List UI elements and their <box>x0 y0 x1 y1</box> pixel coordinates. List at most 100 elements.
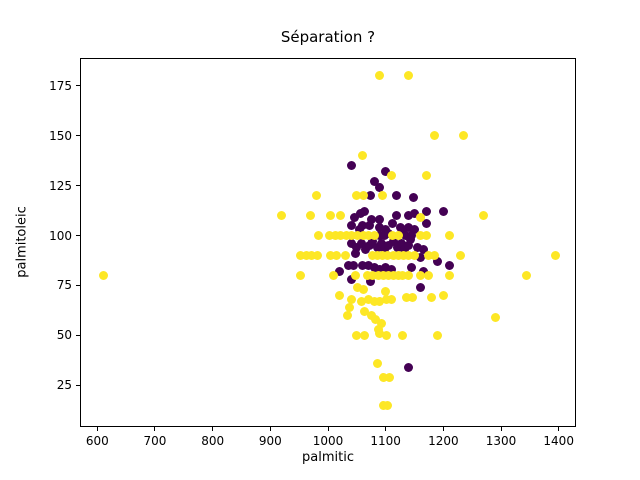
scatter-point <box>359 330 369 340</box>
scatter-point <box>433 330 443 340</box>
scatter-point <box>344 302 354 312</box>
scatter-point <box>375 328 385 338</box>
scatter-point <box>358 231 368 241</box>
scatter-point <box>336 211 346 221</box>
y-tick-label: 75 <box>56 278 72 293</box>
scatter-point <box>353 282 363 292</box>
scatter-point <box>368 270 378 280</box>
scatter-point <box>430 131 440 141</box>
scatter-point <box>392 242 402 252</box>
scatter-point <box>372 242 382 252</box>
x-axis-label: palmitic <box>302 450 354 465</box>
scatter-point <box>410 225 419 235</box>
scatter-point <box>388 250 398 260</box>
scatter-point <box>430 250 440 260</box>
scatter-point <box>307 250 317 260</box>
x-tick-label: 1400 <box>543 434 574 448</box>
scatter-point <box>355 225 365 235</box>
y-tick-mark <box>76 85 80 87</box>
scatter-point <box>381 294 391 304</box>
scatter-point <box>401 292 411 302</box>
scatter-point <box>404 362 414 372</box>
y-tick-mark <box>76 384 80 386</box>
y-tick-mark <box>76 334 80 336</box>
scatter-point <box>479 211 489 221</box>
scatter-point <box>386 171 396 181</box>
scatter-point <box>329 270 339 280</box>
scatter-point <box>331 250 341 260</box>
y-tick-label: 175 <box>49 78 72 93</box>
scatter-point <box>376 238 386 248</box>
scatter-point <box>438 290 448 300</box>
scatter-point <box>351 270 361 280</box>
scatter-point <box>388 219 398 229</box>
scatter-point <box>366 215 376 225</box>
x-tick-mark <box>327 427 329 431</box>
scatter-point <box>378 270 388 280</box>
scatter-point <box>366 191 376 201</box>
scatter-point <box>388 231 398 241</box>
scatter-point <box>335 266 345 276</box>
scatter-point <box>343 260 353 270</box>
y-tick-mark <box>76 284 80 286</box>
y-tick-label: 125 <box>49 178 72 193</box>
scatter-point <box>375 183 385 193</box>
scatter-point <box>433 256 443 266</box>
scatter-point <box>375 296 385 306</box>
scatter-point <box>369 262 379 272</box>
scatter-point <box>388 270 398 280</box>
scatter-point <box>384 270 394 280</box>
scatter-point <box>365 221 375 231</box>
y-tick-label: 50 <box>56 328 72 343</box>
scatter-point <box>404 71 414 81</box>
x-tick-label: 1000 <box>312 434 344 448</box>
scatter-point <box>369 231 379 241</box>
scatter-point <box>408 292 418 302</box>
scatter-point <box>403 270 413 280</box>
scatter-point <box>330 231 340 241</box>
scatter-point <box>381 286 391 296</box>
scatter-point <box>358 151 368 161</box>
scatter-point <box>404 240 414 250</box>
chart-title: Séparation ? <box>280 28 376 46</box>
scatter-point <box>383 400 393 410</box>
scatter-point <box>359 306 369 316</box>
scatter-point <box>393 231 403 241</box>
scatter-point <box>384 240 394 250</box>
scatter-point <box>399 250 409 260</box>
scatter-point <box>362 270 372 280</box>
y-tick-label: 25 <box>56 378 72 393</box>
scatter-point <box>364 231 374 241</box>
scatter-point <box>378 191 388 201</box>
scatter-point <box>444 270 454 280</box>
scatter-point <box>359 284 369 294</box>
scatter-point <box>392 191 402 201</box>
scatter-point <box>459 131 469 141</box>
scatter-point <box>295 270 305 280</box>
scatter-point <box>325 231 335 241</box>
y-axis-label: palmitoleic <box>14 206 30 278</box>
x-tick-mark <box>558 427 560 431</box>
scatter-point <box>347 231 357 241</box>
scatter-point <box>381 262 391 272</box>
scatter-point <box>346 274 356 284</box>
scatter-point <box>277 211 287 221</box>
scatter-point <box>375 223 385 233</box>
y-tick-mark <box>76 135 80 137</box>
scatter-point <box>375 71 385 81</box>
scatter-point <box>386 294 396 304</box>
scatter-point <box>378 372 388 382</box>
scatter-point <box>380 244 390 254</box>
x-tick-label: 1300 <box>485 434 517 448</box>
scatter-point <box>350 213 360 223</box>
scatter-point <box>366 310 376 320</box>
scatter-point <box>311 191 321 201</box>
scatter-point <box>386 264 396 274</box>
scatter-point <box>415 270 425 280</box>
scatter-point <box>340 250 350 260</box>
scatter-point <box>393 270 403 280</box>
scatter-point <box>444 260 454 270</box>
scatter-point <box>384 372 394 382</box>
scatter-point <box>373 270 383 280</box>
